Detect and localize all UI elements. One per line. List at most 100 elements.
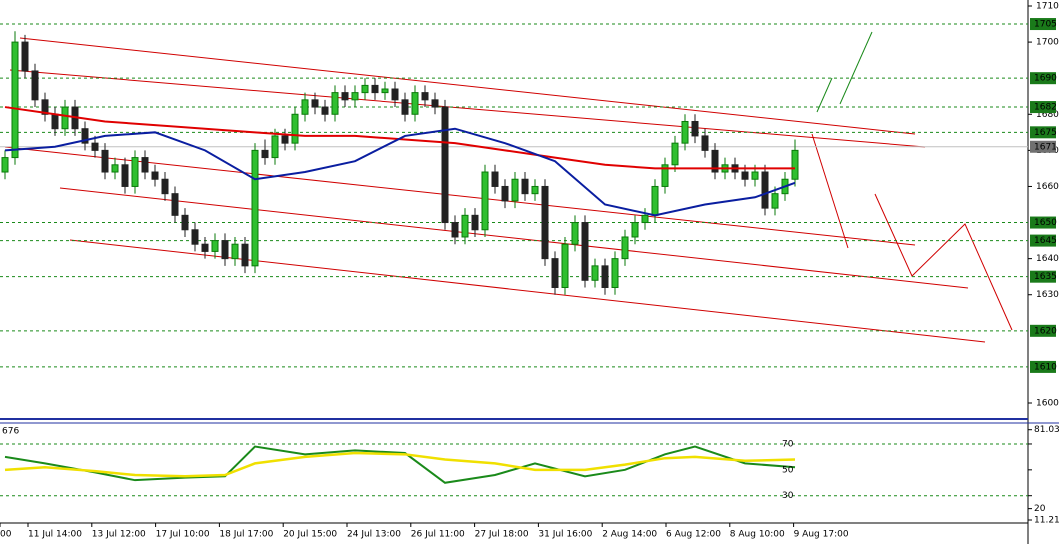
candle-body [741, 171, 749, 180]
x-tick-label: 24 Jul 13:00 [347, 530, 401, 540]
candle-body [271, 135, 279, 159]
candle-body [131, 157, 139, 187]
level-tag [1030, 234, 1056, 247]
candle-body [491, 171, 499, 187]
candle-body [461, 214, 469, 238]
x-tick-label: 9 Aug 17:00 [794, 530, 849, 540]
y-tick-label: 1680 [1036, 110, 1059, 120]
x-tick-label: 31 Jul 16:00 [538, 530, 592, 540]
candle-body [701, 135, 709, 151]
level-label: 1675 [1034, 128, 1057, 138]
candle-body [511, 178, 519, 202]
candle-body [611, 258, 619, 289]
candle-body [151, 171, 159, 180]
candle-body [31, 70, 39, 101]
level-label: 1682 [1034, 103, 1057, 113]
osc-tick-label: 70 [782, 439, 794, 449]
candle-body [751, 171, 759, 180]
candle-body [771, 193, 779, 209]
osc-tick-label: 11.213 [1034, 516, 1059, 526]
x-tick-label: 26 Jul 11:00 [411, 530, 465, 540]
level-label: 1635 [1034, 272, 1057, 282]
candle-body [441, 106, 449, 224]
candle-body [351, 92, 359, 101]
x-tick-label: 11 Jul 14:00 [28, 530, 82, 540]
candle-body [621, 236, 629, 260]
x-tick-label: 17 Jul 10:00 [156, 530, 210, 540]
candle-body [631, 222, 639, 238]
y-tick-label: 1660 [1036, 182, 1059, 192]
candle-body [141, 157, 149, 173]
candle-body [591, 265, 599, 281]
level-tag [1030, 216, 1056, 229]
candle-body [211, 240, 219, 252]
moving-average [4, 106, 795, 170]
moving-average [4, 127, 796, 217]
candle-body [371, 84, 379, 94]
candle-body [521, 178, 529, 195]
candle-body [601, 265, 609, 289]
x-tick-label: 2 Aug 14:00 [602, 530, 657, 540]
level-tag [1030, 324, 1056, 337]
level-label: 1705 [1034, 20, 1057, 30]
candle-body [321, 106, 329, 115]
candle-body [561, 243, 569, 289]
candle-body [21, 41, 29, 72]
x-tick-label: 6 Aug 12:00 [666, 530, 721, 540]
osc-tick-label: 50 [782, 465, 794, 475]
candle-body [411, 92, 419, 115]
candle-body [711, 149, 719, 173]
x-tick-label: 00 [0, 530, 12, 540]
candle-body [531, 185, 539, 195]
candle-body [311, 99, 319, 108]
candle-body [551, 258, 559, 289]
x-tick-label: 20 Jul 15:00 [283, 530, 337, 540]
indicator-label: 676 [2, 427, 19, 437]
candle-body [671, 142, 679, 166]
level-label: 1610 [1034, 362, 1057, 372]
candle-body [61, 106, 69, 130]
candle-body [341, 92, 349, 101]
candle-body [681, 120, 689, 144]
forecast-line [839, 31, 873, 105]
y-tick-label: 1630 [1036, 290, 1059, 300]
x-tick-label: 18 Jul 17:00 [219, 530, 273, 540]
candle-body [241, 243, 249, 267]
candle-body [121, 164, 129, 187]
candle-body [231, 243, 239, 260]
candle-body [541, 185, 549, 260]
candle-body [641, 214, 649, 224]
candle-body [91, 142, 99, 151]
candle-body [41, 99, 49, 115]
candle-body [291, 113, 299, 144]
candle-body [581, 222, 589, 281]
forecast-line [811, 133, 849, 249]
candle-body [661, 164, 669, 187]
level-label: 1650 [1034, 218, 1057, 228]
candle-body [391, 88, 399, 101]
candle-body [651, 185, 659, 216]
candle-body [261, 149, 269, 159]
candle-body [281, 135, 289, 144]
oscillator-line [4, 451, 796, 478]
current-price-tag [1030, 140, 1056, 153]
forecast-line [816, 77, 833, 113]
candle-body [1, 157, 9, 173]
candle-body [501, 185, 509, 202]
osc-tick-label: 20 [1034, 504, 1046, 514]
candle-body [401, 99, 409, 115]
candle-body [191, 229, 199, 245]
oscillator-line [4, 445, 796, 484]
y-tick-label: 1640 [1036, 254, 1059, 264]
level-tag [1030, 126, 1056, 139]
candle-body [251, 149, 259, 267]
channel-line [19, 37, 916, 135]
candle-body [481, 171, 489, 231]
x-tick-label: 13 Jul 12:00 [92, 530, 146, 540]
candle-body [101, 149, 109, 173]
candle-body [301, 99, 309, 115]
level-label: 1645 [1034, 236, 1057, 246]
level-tag [1030, 101, 1056, 114]
channel-line [59, 187, 969, 289]
